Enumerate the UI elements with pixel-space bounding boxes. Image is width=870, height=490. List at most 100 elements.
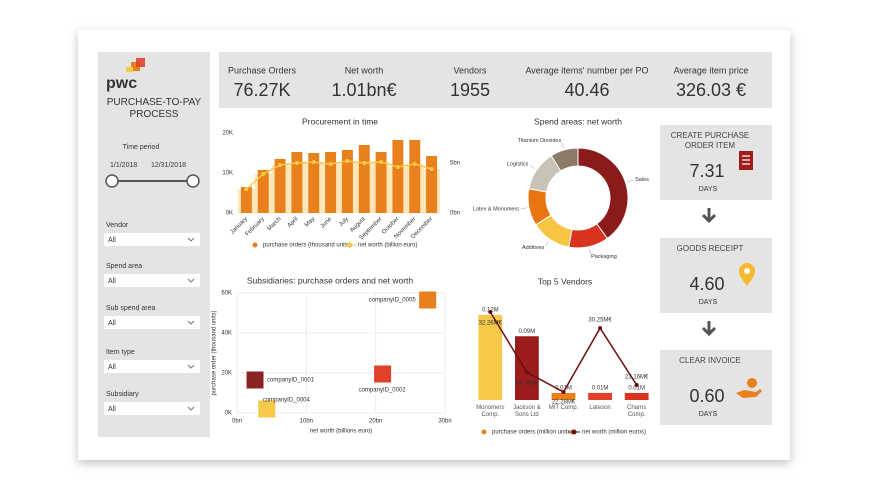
slider-handle[interactable] <box>186 174 200 188</box>
dropdown[interactable] <box>104 316 200 329</box>
slice-label: Titanium Dioxides <box>518 138 562 144</box>
process-unit: DAYS <box>699 299 718 306</box>
kpi-label: Average items' number per PO <box>525 65 648 75</box>
dropdown-value: All <box>108 364 116 371</box>
arrow-down <box>701 321 717 337</box>
bar <box>588 392 612 400</box>
pin-icon <box>739 263 755 286</box>
legend-label: net worth (million euros) <box>582 430 646 436</box>
dropdown[interactable] <box>104 233 200 246</box>
point-label: companyID_0004 <box>263 398 311 404</box>
kpi-label: Vendors <box>453 65 487 75</box>
kpi-value: 326.03 € <box>676 80 746 100</box>
kpi-label: Average item price <box>674 65 749 75</box>
bar <box>291 152 303 213</box>
slider-handle[interactable] <box>105 174 119 188</box>
filter-label: Vendor <box>106 222 129 229</box>
y2-tick-label: 5bn <box>450 161 460 167</box>
leader-line <box>545 240 549 247</box>
bar <box>551 392 576 400</box>
logo-mark <box>126 58 145 72</box>
process-box <box>660 125 772 200</box>
line-point <box>379 160 384 164</box>
dropdown[interactable] <box>104 360 200 373</box>
bar <box>515 336 539 400</box>
sidebar-title: PURCHASE-TO-PAY PROCESS <box>106 97 202 120</box>
slice-label: Latex & Monomers <box>473 207 519 213</box>
line-point <box>429 167 434 171</box>
value-label: 32.26M€ <box>479 321 503 327</box>
kpi-value: 40.46 <box>564 80 609 100</box>
line <box>245 160 432 190</box>
line-point <box>244 187 249 191</box>
logo: pwc <box>106 75 137 92</box>
bar <box>325 152 337 213</box>
y-tick-label: 60K <box>221 291 232 297</box>
bar <box>392 140 404 213</box>
leader-line <box>529 165 536 169</box>
bar <box>274 159 286 213</box>
legend-swatch <box>481 429 487 435</box>
kpi-label: Net worth <box>345 65 384 75</box>
legend-label: net worth (billion euro) <box>358 243 417 249</box>
line-point <box>362 161 367 165</box>
filter-label: Item type <box>106 349 135 356</box>
x-tick-label: MIT Comp. <box>548 405 579 411</box>
process-value: 4.60 <box>689 274 724 294</box>
document-icon <box>739 151 753 170</box>
x-tick-label: 20bn <box>369 419 382 425</box>
point-label: companyID_0001 <box>267 378 315 384</box>
y-axis-label: purchase order (thousand units) <box>212 310 218 395</box>
process-value: 7.31 <box>689 161 724 181</box>
process-unit: DAYS <box>699 186 718 193</box>
point-label: companyID_0005 <box>369 298 417 304</box>
bar <box>624 392 649 400</box>
x-tick-label: July <box>338 216 350 228</box>
scatter-point <box>419 291 437 309</box>
chart-title: Subsidiaries: purchase orders and net wo… <box>247 275 414 285</box>
slice-label: Additives <box>522 245 545 251</box>
bar <box>341 150 353 213</box>
legend-swatch <box>252 242 258 248</box>
x-tick-label: 0bn <box>232 419 242 425</box>
date-to: 12/31/2018 <box>151 162 186 169</box>
filter-label: Subsidiary <box>106 391 139 398</box>
kpi-value: 76.27K <box>233 80 290 100</box>
leader-line <box>627 179 634 183</box>
process-unit: DAYS <box>699 411 718 418</box>
kpi-value: 1955 <box>450 80 490 100</box>
line-point <box>412 162 417 166</box>
line-point <box>261 172 266 176</box>
leader-line <box>520 207 527 210</box>
dropdown[interactable] <box>104 402 200 415</box>
line-point <box>311 160 316 164</box>
value-label: 24.74M€ <box>515 381 539 387</box>
dropdown-chevron <box>187 406 195 411</box>
y-tick-label: 10K <box>222 171 233 177</box>
process-title: GOODS RECEIPT <box>676 244 744 253</box>
process-title: CREATE PURCHASE ORDER ITEM <box>670 131 750 150</box>
filter-label: Spend area <box>106 263 142 270</box>
value-label: 30.25M€ <box>588 318 612 324</box>
dropdown-chevron <box>187 320 195 325</box>
kpi-label: Purchase Orders <box>228 65 297 75</box>
x-tick-label: Jackson & Sons Ltd <box>513 405 541 419</box>
line-point <box>395 165 400 169</box>
dropdown-value: All <box>108 320 116 327</box>
x-tick-label: Monomers Comp. <box>476 405 505 419</box>
line-point <box>278 163 283 167</box>
point-label: companyID_0002 <box>359 388 407 394</box>
dropdown[interactable] <box>104 274 200 287</box>
area <box>238 161 440 213</box>
line-point <box>634 382 639 387</box>
bar <box>478 315 503 400</box>
line-point <box>345 159 350 163</box>
dropdown-chevron <box>187 364 195 369</box>
process-title: CLEAR INVOICE <box>679 356 741 365</box>
legend-swatch <box>347 242 353 248</box>
dropdown-value: All <box>108 237 116 244</box>
y-tick-label: 40K <box>221 331 232 337</box>
line-point <box>328 162 333 166</box>
